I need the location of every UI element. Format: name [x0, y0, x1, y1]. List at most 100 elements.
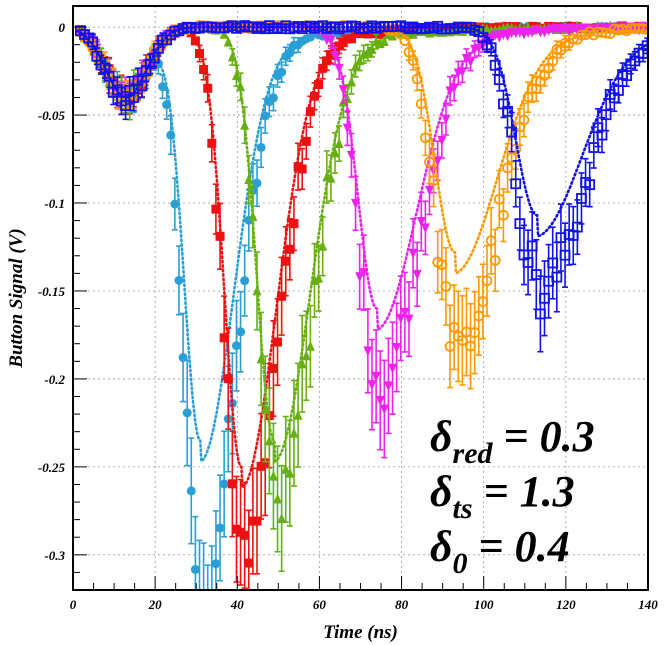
error-bar — [451, 284, 458, 371]
data-point — [474, 43, 484, 54]
data-point — [236, 81, 246, 92]
error-bar — [196, 539, 203, 590]
data-point — [547, 55, 559, 67]
data-point — [359, 268, 369, 279]
error-bar — [455, 290, 462, 383]
error-bar — [520, 102, 527, 138]
data-point — [489, 59, 501, 71]
annotation-value: = 0.4 — [468, 522, 570, 571]
x-axis-title: Time (ns) — [323, 622, 398, 643]
error-bar — [500, 188, 507, 243]
data-point — [301, 350, 311, 361]
data-point — [346, 76, 356, 87]
error-bar — [516, 107, 523, 147]
data-point — [404, 314, 414, 325]
data-point — [330, 147, 340, 158]
data-point — [466, 57, 476, 68]
error-bar — [508, 111, 515, 153]
data-point — [396, 313, 406, 324]
data-point — [514, 218, 526, 230]
data-point — [415, 98, 427, 110]
data-point — [252, 516, 262, 526]
data-point — [584, 179, 596, 191]
data-point — [334, 138, 344, 149]
error-bar — [529, 211, 536, 281]
data-point — [227, 479, 237, 489]
data-point — [281, 256, 291, 266]
data-point — [457, 67, 467, 78]
y-tick-label: -0.15 — [38, 284, 66, 299]
data-point — [342, 123, 352, 134]
data-point — [215, 231, 225, 241]
x-tick-label: 120 — [556, 597, 576, 612]
x-tick-label: 20 — [148, 597, 163, 612]
data-point — [273, 337, 283, 347]
error-bar — [570, 205, 577, 266]
data-point — [297, 358, 307, 369]
data-point — [120, 100, 131, 111]
data-point — [240, 530, 250, 540]
error-bar — [459, 295, 466, 386]
data-point — [227, 51, 237, 62]
data-point — [318, 63, 328, 73]
data-point — [268, 93, 278, 103]
data-point — [571, 221, 583, 233]
data-point — [461, 54, 471, 65]
data-point — [498, 209, 509, 221]
x-tick-label: 100 — [474, 597, 494, 612]
data-point — [346, 150, 356, 161]
data-point — [419, 132, 431, 144]
error-bar — [520, 224, 527, 286]
data-point — [437, 135, 447, 146]
data-point — [346, 34, 356, 44]
data-point — [252, 285, 262, 296]
data-point — [322, 56, 332, 66]
grid-lines — [73, 6, 648, 590]
data-point — [379, 404, 389, 415]
data-point — [502, 105, 513, 117]
data-point — [416, 217, 426, 228]
data-point — [449, 83, 459, 94]
data-point — [293, 409, 303, 420]
data-point — [166, 130, 176, 140]
y-tick-labels: 0 -0.05 -0.1 -0.15 -0.2 -0.25 -0.3 — [38, 20, 66, 563]
error-bar — [475, 275, 482, 356]
annotation-1: δred = 0.3 — [430, 412, 595, 470]
error-bar — [422, 119, 429, 157]
data-point — [367, 43, 377, 54]
data-point — [219, 479, 229, 489]
annotation-value: = 1.3 — [473, 467, 575, 516]
data-point — [530, 269, 542, 280]
data-point — [207, 138, 217, 148]
data-point — [305, 107, 315, 117]
error-bar — [537, 275, 544, 353]
data-point — [371, 371, 381, 382]
x-tick-labels: 0 20 40 60 80 100 120 140 — [70, 597, 659, 612]
data-point — [190, 36, 200, 46]
data-point — [244, 174, 254, 185]
data-point — [613, 85, 624, 96]
annotation-3: δ0 = 0.4 — [430, 522, 570, 580]
data-point — [268, 363, 278, 373]
data-point — [260, 458, 270, 468]
data-point — [531, 24, 541, 35]
data-point — [256, 353, 266, 364]
data-point — [268, 470, 278, 481]
error-bar — [463, 287, 470, 377]
error-bar — [479, 263, 486, 340]
annotation-2: δts = 1.3 — [430, 467, 575, 525]
data-point — [223, 374, 233, 384]
data-point — [182, 408, 192, 418]
data-point — [412, 269, 422, 280]
x-tick-label: 0 — [70, 597, 77, 612]
error-bar — [418, 88, 425, 119]
x-tick-label: 60 — [313, 597, 327, 612]
y-tick-label: -0.25 — [38, 460, 66, 475]
error-bar — [545, 243, 552, 319]
error-bar — [541, 260, 548, 337]
data-point — [326, 36, 336, 47]
data-point — [223, 36, 233, 47]
data-point — [351, 60, 361, 71]
x-tick-label: 40 — [230, 597, 245, 612]
